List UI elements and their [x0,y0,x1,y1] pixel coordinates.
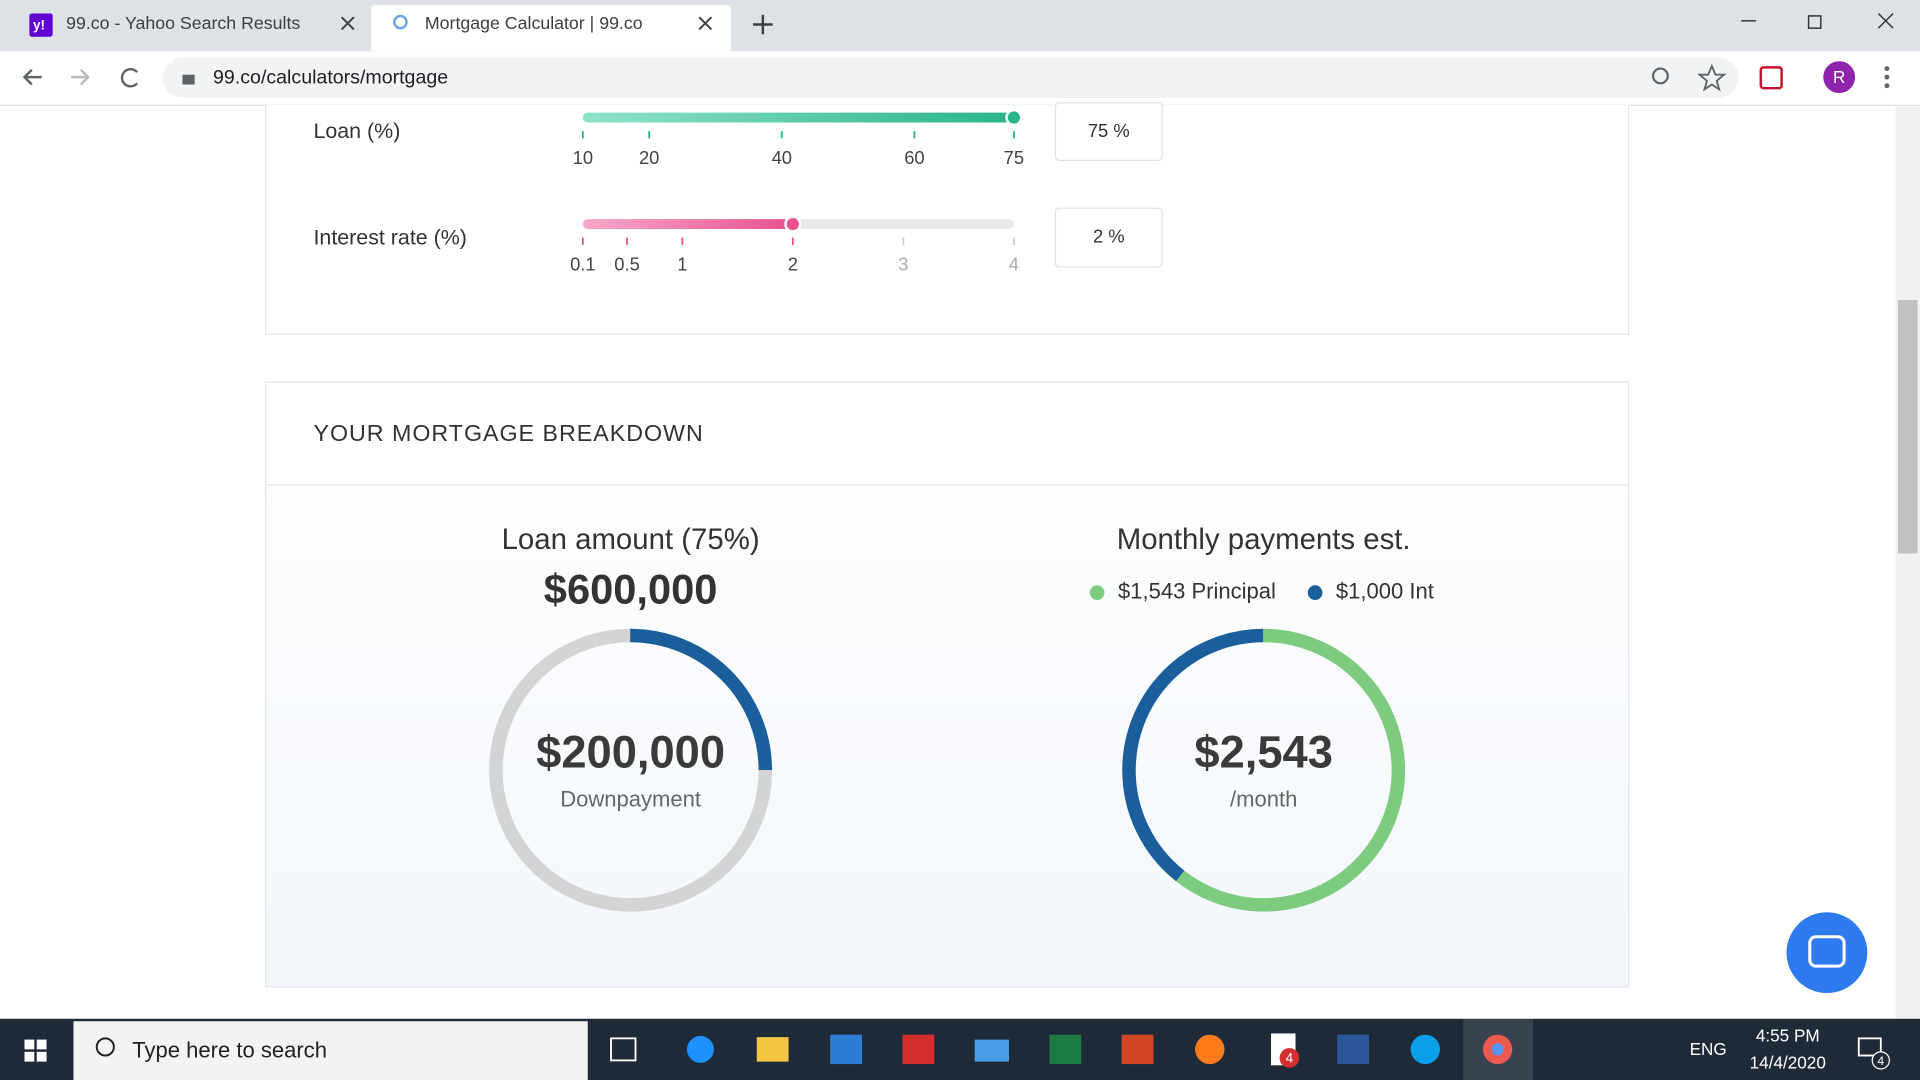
url: 99.co/calculators/mortgage [213,67,448,89]
tab-bar [0,0,1920,52]
tab-icon [393,14,408,30]
slider-handle[interactable] [784,215,802,233]
slider-tick-label: 10 [573,147,593,168]
close-window[interactable] [1877,12,1894,29]
back[interactable] [22,68,42,86]
slider-fill [582,112,1014,123]
notifications[interactable] [1857,1037,1882,1057]
monthly-title: Monthly payments est. [1117,523,1411,556]
loan-amount: $600,000 [544,566,718,613]
zoom-icon[interactable] [1651,67,1669,85]
start-button[interactable] [24,1039,47,1062]
tab-icon-text: y! [33,17,45,32]
slider-fill [582,219,793,229]
slider-tick-label: 3 [898,254,908,275]
reload[interactable] [120,67,139,88]
avatar[interactable] [1823,61,1856,94]
tab[interactable]: y! 99.co - Yahoo Search Results [29,13,355,37]
slider-tick-label: 0.5 [614,254,640,275]
taskbar-apps[interactable] [610,1033,1513,1066]
slider-tick-label: 40 [772,147,792,168]
card-header [266,383,1628,485]
search-icon [95,1037,115,1057]
chat-icon [1808,935,1846,968]
tab-title: 99.co - Yahoo Search Results [66,13,300,33]
search-box[interactable] [73,1021,588,1080]
input-box[interactable] [1054,207,1163,268]
menu[interactable] [1884,66,1890,89]
tab-close[interactable] [340,16,355,31]
restore[interactable] [1807,15,1822,29]
clock-time[interactable]: 4:55 PM [1756,1026,1820,1046]
tab-title: Mortgage Calculator | 99.co [425,13,643,33]
avatar-letter: R [1833,67,1845,87]
bookmark[interactable] [1697,63,1727,92]
donut-caption: /month [1230,787,1297,812]
slider-tick-label: 4 [1009,254,1019,275]
slider-tick-label: 2 [788,254,798,275]
slider-handle[interactable] [1005,108,1023,127]
section-title: YOUR MORTGAGE BREAKDOWN [313,420,703,446]
legend-label: $1,543 Principal [1118,578,1276,603]
slider-label: Loan (%) [313,119,400,143]
slider-tick-label: 1 [677,254,687,275]
notification-badge [1871,1051,1891,1070]
input-value: 75 % [1088,120,1130,141]
app-badge [1279,1048,1300,1068]
downpayment-amount: $200,000 [536,726,725,777]
active-tab[interactable] [371,4,732,52]
app-badge-count: 4 [1286,1051,1294,1066]
extension[interactable] [1759,66,1783,90]
active-app [1463,1018,1534,1080]
slider-tick-label: 60 [904,147,924,168]
donut-segment [1122,628,1406,912]
forward[interactable] [71,68,90,86]
donut-caption: Downpayment [560,787,701,812]
tab-close[interactable] [698,16,713,31]
donut-segment [489,628,773,912]
slider-tick-label: 20 [639,147,659,168]
clock-date[interactable]: 14/4/2020 [1750,1053,1826,1073]
scroll-thumb[interactable] [1897,300,1918,554]
slider-label: Interest rate (%) [313,225,466,249]
input-box[interactable] [1054,102,1163,162]
scrollbar [1895,106,1920,1019]
search-placeholder: Type here to search [132,1038,327,1063]
chat-button[interactable] [1786,912,1868,994]
notification-count: 4 [1877,1054,1884,1068]
language[interactable]: ENG [1690,1039,1727,1059]
legend-dot [1089,585,1105,600]
slider-tick-label: 75 [1004,147,1024,168]
tab-icon [29,13,53,37]
monthly-amount: $2,543 [1194,726,1333,777]
lock-icon [182,74,195,85]
new-tab[interactable] [753,14,773,35]
address-bar[interactable] [162,57,1739,98]
legend-label: $1,000 Int [1336,578,1434,603]
slider-tick-label: 0.1 [570,254,596,275]
input-value: 2 % [1093,225,1125,246]
legend-dot [1307,585,1323,600]
loan-title: Loan amount (75%) [502,523,760,556]
